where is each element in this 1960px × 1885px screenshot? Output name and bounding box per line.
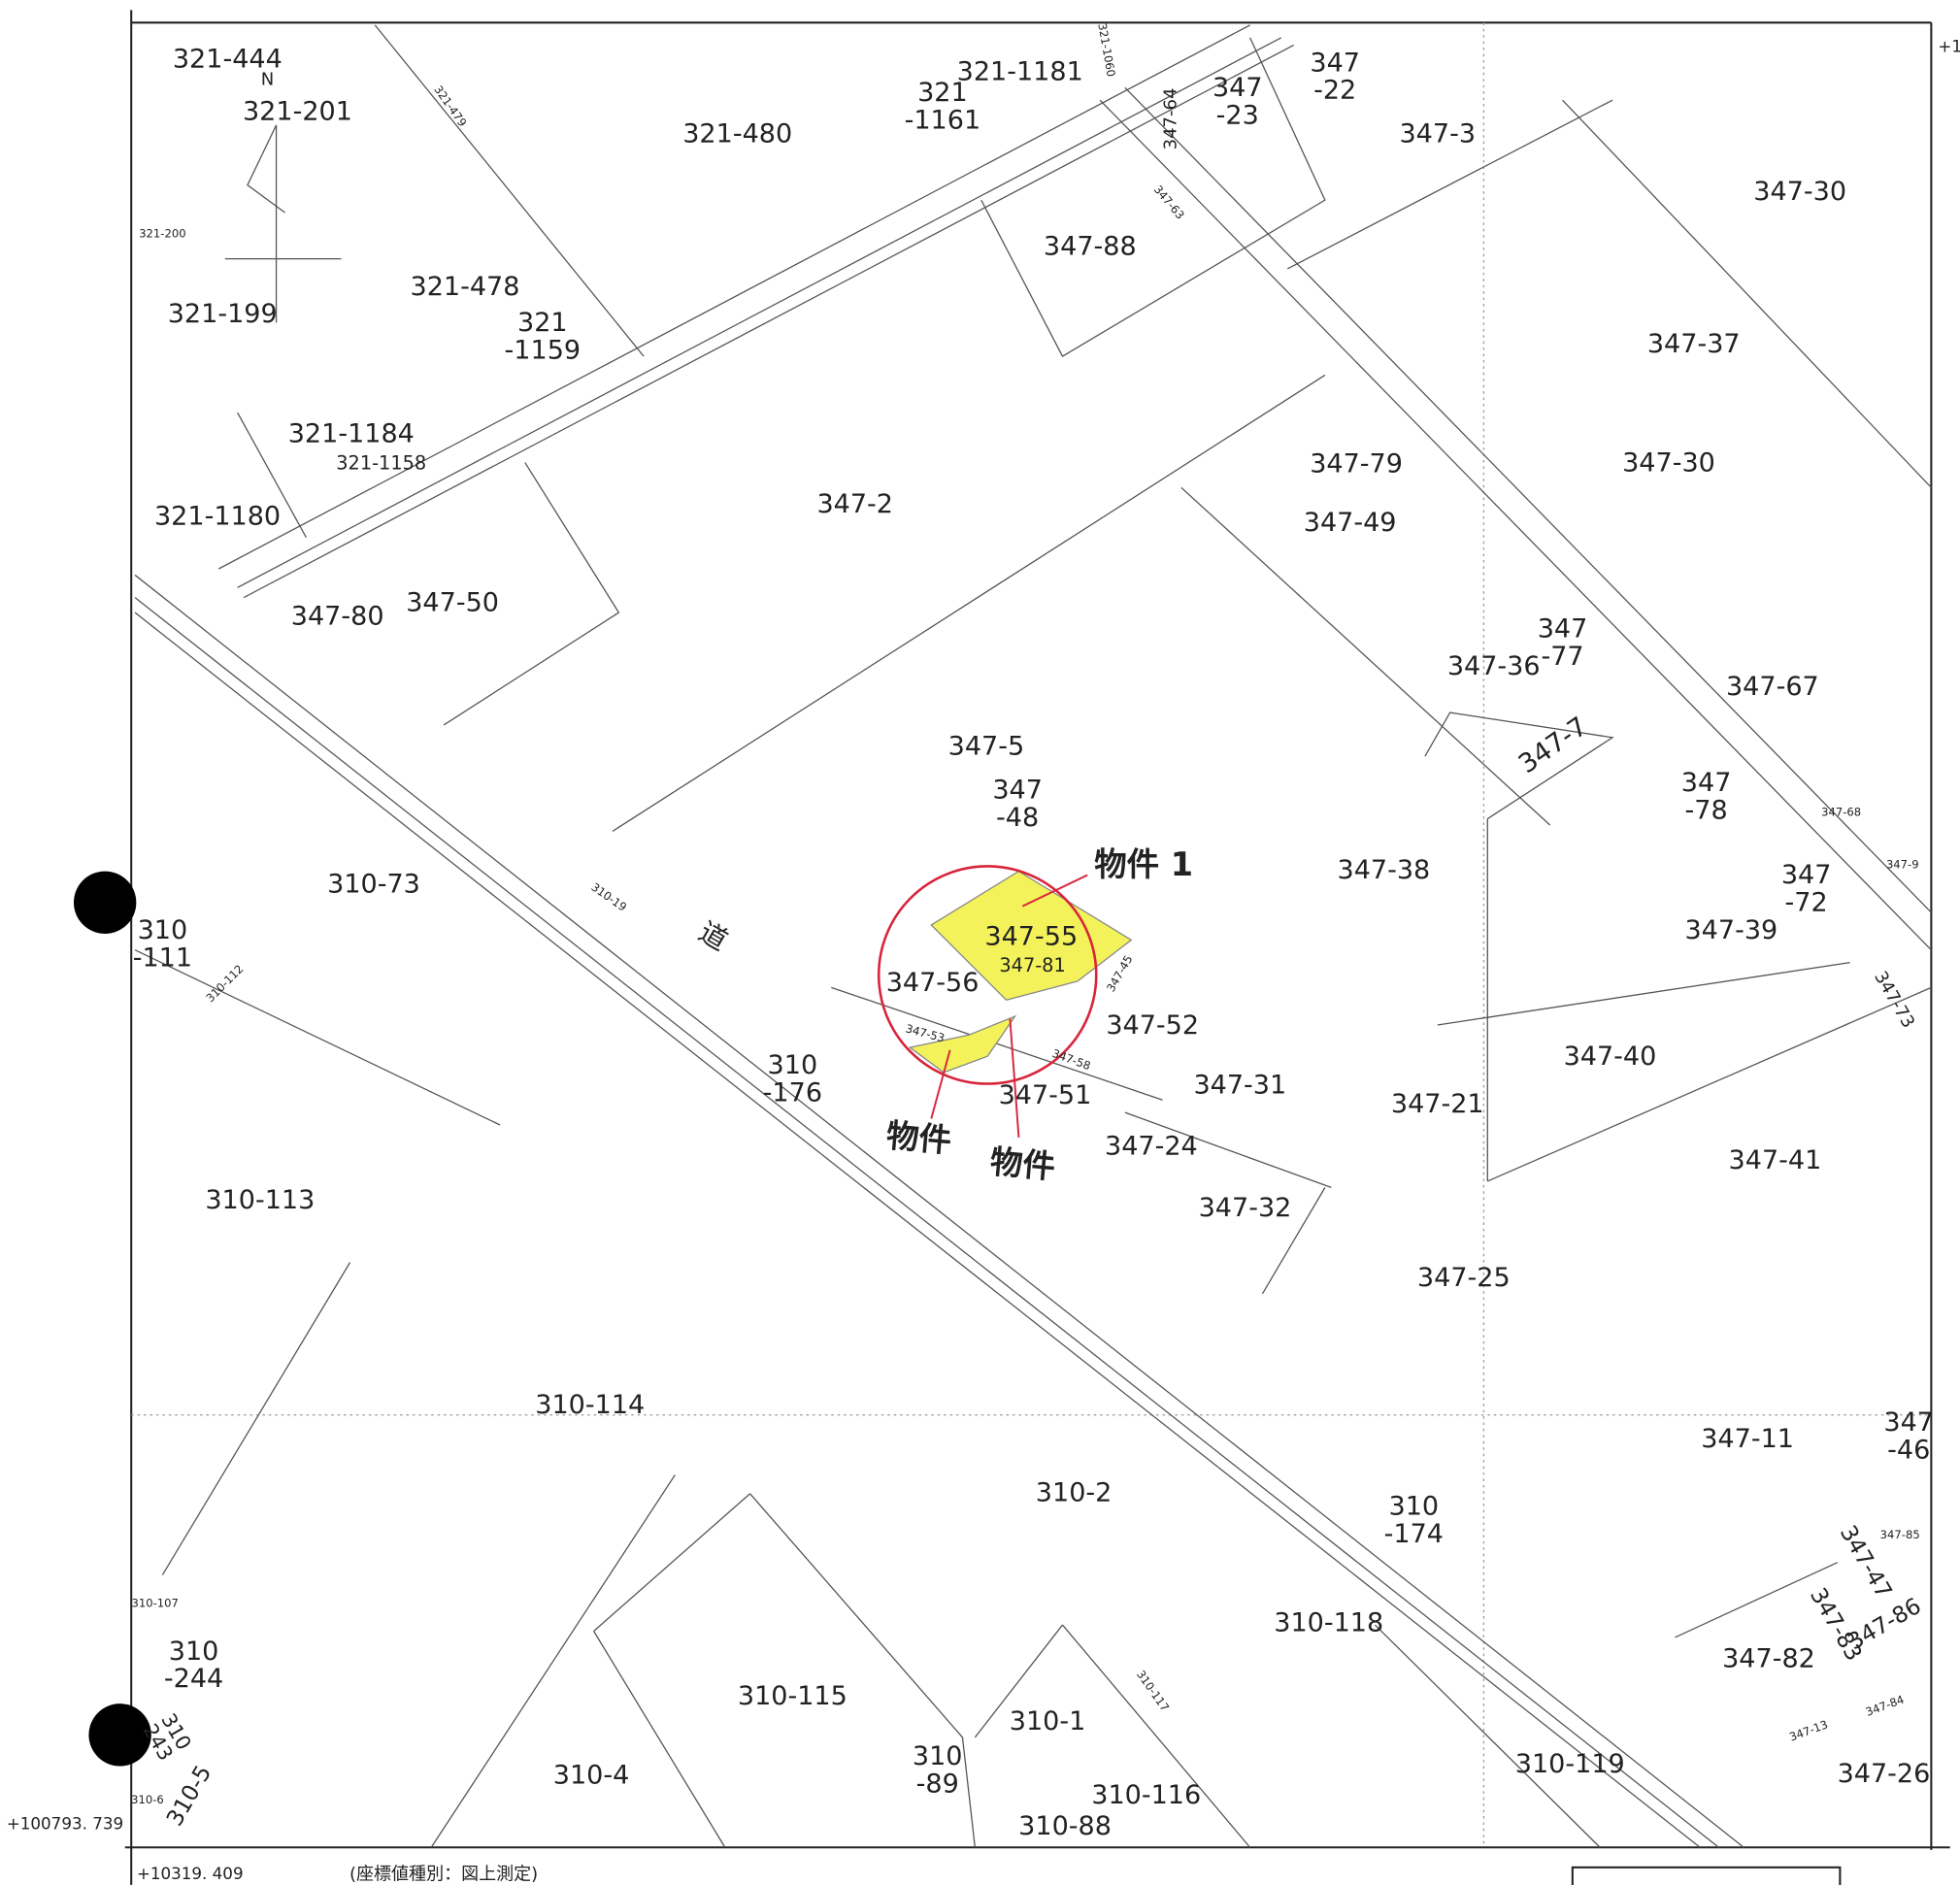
coordinate-note: (座標値種別：図上測定) <box>349 1865 538 1885</box>
parcel-label: 347 <box>1883 1407 1934 1438</box>
parcel-label: 310-2 <box>1036 1477 1113 1507</box>
parcel-label: 310-113 <box>205 1185 315 1215</box>
parcel-label: 310 <box>1389 1491 1440 1521</box>
parcel-label: 321-480 <box>682 119 792 149</box>
parcel-label: 310-73 <box>327 869 420 899</box>
parcel-label: 310 <box>913 1741 963 1771</box>
parcel-label: 347-25 <box>1417 1263 1511 1293</box>
parcel-label: 347-56 <box>886 968 980 998</box>
parcel-label: -1159 <box>505 335 581 365</box>
parcel-label: -23 <box>1216 100 1259 130</box>
parcel-label: -1161 <box>905 106 981 136</box>
parcel-label: 310-6 <box>131 1793 164 1806</box>
parcel-label: 347-80 <box>291 602 384 632</box>
parcel-label: 347-5 <box>948 732 1025 762</box>
parcel-label: 347-67 <box>1726 672 1819 702</box>
parcel-label: 347-21 <box>1391 1089 1484 1119</box>
parcel-label: -46 <box>1887 1436 1930 1466</box>
parcel-label: 310-119 <box>1515 1749 1625 1779</box>
parcel-label: 321-201 <box>243 97 352 127</box>
annotation: 物件 <box>988 1142 1056 1186</box>
parcel-label: -111 <box>133 942 192 973</box>
parcel-label: 321-200 <box>139 226 185 240</box>
parcel-label: 347-64 <box>1161 88 1181 150</box>
parcel-label: 347-82 <box>1722 1644 1815 1674</box>
parcel-label: 321-1181 <box>957 56 1083 86</box>
parcel-label: 347 <box>1538 614 1588 645</box>
parcel-label: 347-30 <box>1622 447 1715 478</box>
parcel-label: 347-39 <box>1684 915 1777 945</box>
annotation: 物件 <box>885 1116 953 1160</box>
parcel-label: -89 <box>916 1769 959 1799</box>
parcel-label: 347-32 <box>1199 1193 1292 1223</box>
parcel-label: 347-3 <box>1399 119 1476 149</box>
parcel-label: 347-52 <box>1106 1010 1199 1041</box>
parcel-label: 321-1180 <box>154 502 281 532</box>
parcel-label: 347-68 <box>1821 806 1861 819</box>
parcel-label: 310-114 <box>535 1390 645 1420</box>
parcel-label: 321 <box>917 78 968 108</box>
parcel-label: 347 <box>1781 860 1832 890</box>
parcel-label: 321-1184 <box>288 419 415 449</box>
parcel-label: 347-9 <box>1886 858 1919 872</box>
coordinate: +10319. 409 <box>137 1864 244 1883</box>
parcel-label: 347-81 <box>999 954 1065 976</box>
parcel-label: 347-24 <box>1105 1132 1198 1162</box>
parcel-label: 321 <box>517 308 568 338</box>
parcel-label: 347-26 <box>1838 1759 1931 1789</box>
cadastral-map: 321-444N321-201321-480321-1181321-116134… <box>0 0 1960 1885</box>
parcel-label: 347 <box>1213 73 1263 103</box>
parcel-label: 347-88 <box>1044 232 1137 262</box>
parcel-label: 321-199 <box>168 299 278 329</box>
parcel-label: 347-41 <box>1729 1145 1822 1175</box>
parcel-label: 347-36 <box>1447 651 1541 681</box>
parcel-label: 321-478 <box>411 272 520 302</box>
parcel-label: 347-31 <box>1193 1071 1286 1101</box>
parcel-label: 347 <box>992 776 1043 806</box>
punch-hole <box>74 872 136 934</box>
parcel-label: 347-37 <box>1647 329 1741 359</box>
parcel-label: 347 <box>1681 768 1732 798</box>
parcel-label: -77 <box>1541 642 1583 672</box>
parcel-label: 347-51 <box>999 1080 1092 1110</box>
parcel-label: -78 <box>1685 795 1728 825</box>
parcel-label: 347-2 <box>816 489 893 519</box>
parcel-label: -72 <box>1785 888 1828 918</box>
parcel-label: N <box>261 70 274 90</box>
parcel-label: 347 <box>1310 48 1360 78</box>
parcel-label: 347-40 <box>1564 1042 1657 1072</box>
coordinate: +100793. 739 <box>7 1814 123 1834</box>
parcel-label: -174 <box>1384 1519 1444 1549</box>
parcel-label: 347-30 <box>1753 177 1846 207</box>
parcel-label: 347-55 <box>984 921 1078 951</box>
parcel-label: -22 <box>1313 76 1356 106</box>
parcel-label: -176 <box>763 1077 822 1108</box>
parcel-label: -48 <box>996 803 1039 833</box>
parcel-label: 347-85 <box>1880 1528 1920 1541</box>
parcel-label: 310 <box>169 1637 219 1667</box>
parcel-label: 321-1158 <box>336 451 426 474</box>
parcel-label: 310-4 <box>553 1760 630 1790</box>
parcel-label: 347-79 <box>1310 449 1403 480</box>
parcel-label: 347-38 <box>1338 855 1431 885</box>
parcel-label: 347-11 <box>1701 1424 1794 1454</box>
parcel-label: 310-88 <box>1018 1811 1112 1841</box>
coordinate: +1 <box>1938 37 1960 56</box>
parcel-label: 310-118 <box>1274 1607 1383 1637</box>
parcel-label: 347-50 <box>406 588 499 618</box>
parcel-label: 310-1 <box>1010 1706 1086 1736</box>
parcel-label: 310-116 <box>1091 1780 1201 1810</box>
parcel-label: -244 <box>164 1664 223 1694</box>
parcel-label: 310 <box>768 1050 818 1080</box>
parcel-label: 310-115 <box>738 1681 847 1711</box>
parcel-label: 347-49 <box>1304 508 1397 538</box>
parcel-label: 310 <box>138 915 188 945</box>
annotation: 物件 1 <box>1094 845 1193 883</box>
parcel-label: 310-107 <box>131 1597 178 1610</box>
